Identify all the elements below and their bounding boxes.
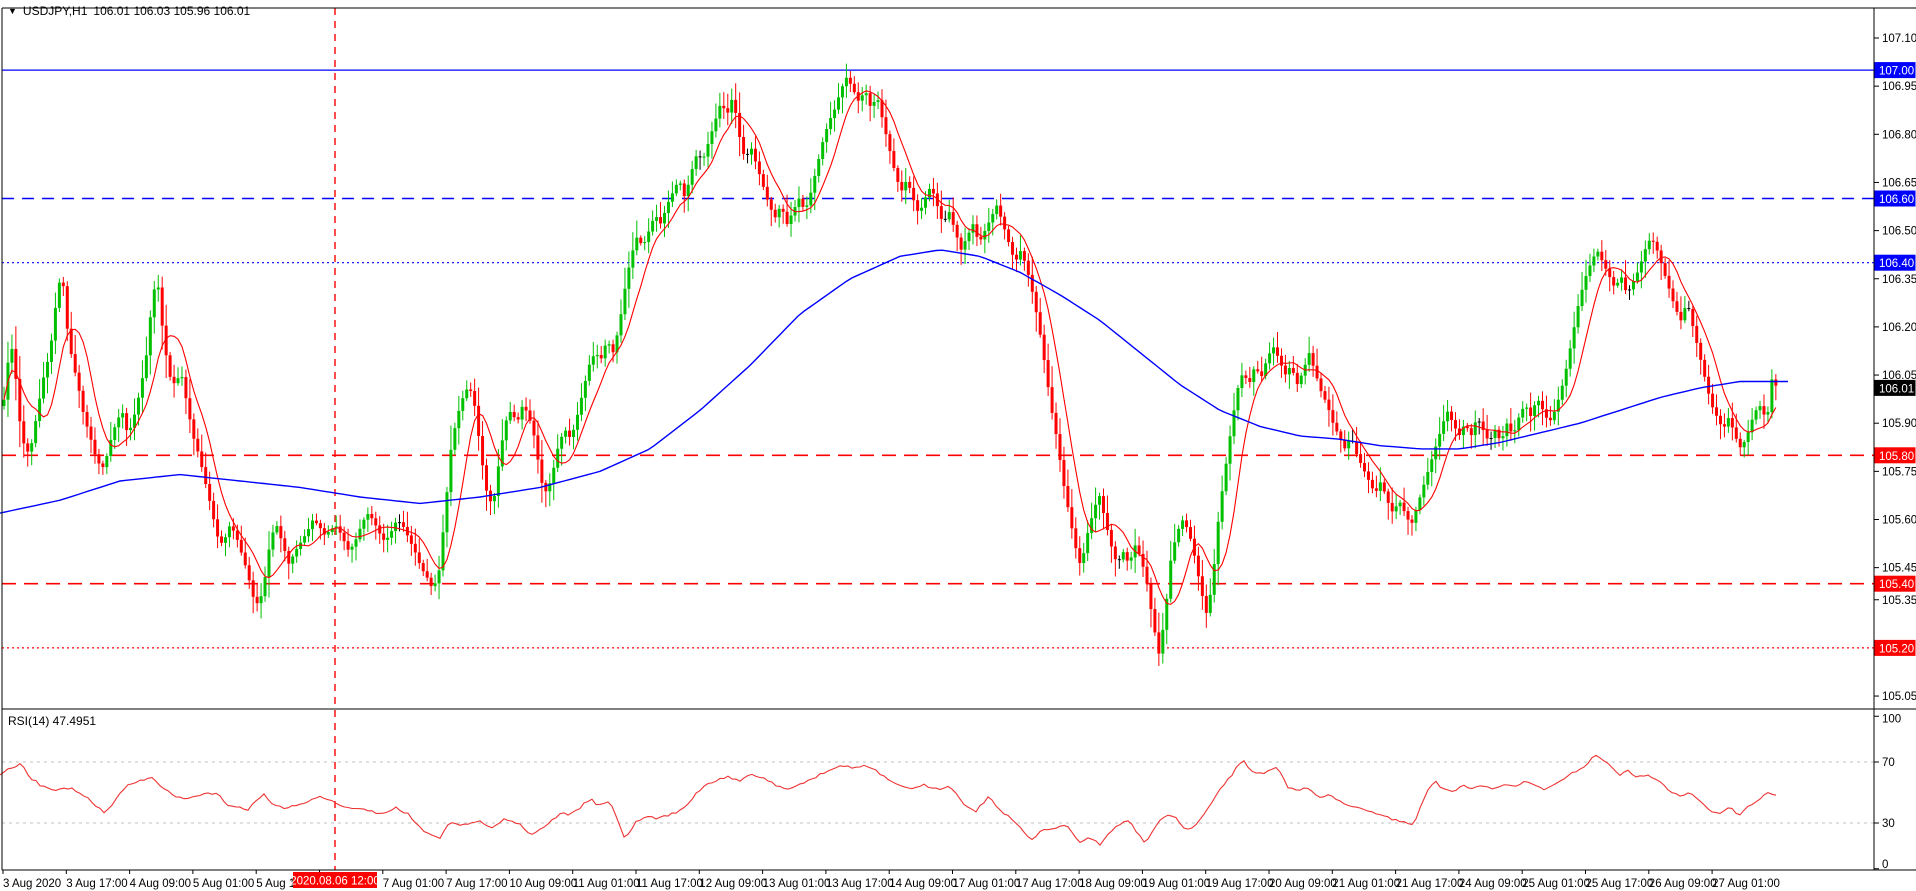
- price-badge: [1874, 254, 1916, 271]
- time-tick-label: 17 Aug 17:00: [1016, 878, 1084, 890]
- time-tick-label: 27 Aug 01:00: [1712, 878, 1780, 890]
- time-tick-label: 21 Aug 17:00: [1396, 878, 1464, 890]
- price-badge: [1874, 379, 1916, 396]
- time-axis[interactable]: 3 Aug 2020 3 Aug 17:00 4 Aug 09:00 5 Aug 01…: [2, 870, 1780, 890]
- svg-text:107.00: 107.00: [1879, 66, 1914, 78]
- time-tick-label: 13 Aug 01:00: [763, 878, 831, 890]
- price-tick-label: 105.05: [1882, 691, 1916, 703]
- time-tick-label: 13 Aug 17:00: [826, 878, 894, 890]
- time-tick-label: 7 Aug 01:00: [383, 878, 444, 890]
- price-tick-label: 106.80: [1882, 129, 1916, 141]
- fast-ma-line: [3, 90, 1777, 605]
- price-tick-label: 105.45: [1882, 563, 1916, 575]
- time-tick-label: 19 Aug 01:00: [1142, 878, 1210, 890]
- time-tick-label: 19 Aug 17:00: [1206, 878, 1274, 890]
- level-lines: [2, 69, 1874, 649]
- symbol-period-label: USDJPY,H1: [22, 4, 88, 18]
- price-badge: [1874, 639, 1916, 656]
- price-tick-label: 105.75: [1882, 466, 1916, 478]
- rsi-tick-label: 100: [1882, 713, 1901, 725]
- candles-layer: [2, 63, 1778, 667]
- svg-text:106.01: 106.01: [1879, 383, 1914, 395]
- price-tick-label: 106.50: [1882, 226, 1916, 238]
- time-tick-label: 18 Aug 09:00: [1079, 878, 1147, 890]
- price-badge: [1874, 447, 1916, 464]
- ohlc-values: 106.01 106.03 105.96 106.01: [93, 4, 251, 18]
- rsi-axis: 100 70 30 0: [1874, 713, 1901, 871]
- svg-text:106.60: 106.60: [1879, 194, 1914, 206]
- price-tick-label: 105.90: [1882, 418, 1916, 430]
- event-time-badge: [293, 872, 377, 888]
- svg-text:105.40: 105.40: [1879, 579, 1914, 591]
- price-tick-label: 106.35: [1882, 274, 1916, 286]
- price-tick-label: 106.20: [1882, 322, 1916, 334]
- rsi-tick-label: 70: [1882, 757, 1895, 769]
- slow-ma-line: [0, 249, 1788, 514]
- time-tick-label: 17 Aug 01:00: [953, 878, 1021, 890]
- time-tick-label: 26 Aug 09:00: [1649, 878, 1717, 890]
- time-tick-label: 25 Aug 17:00: [1586, 878, 1654, 890]
- svg-text:106.40: 106.40: [1879, 258, 1914, 270]
- time-tick-label: 11 Aug 17:00: [636, 878, 703, 890]
- rsi-panel: [0, 754, 1874, 846]
- rsi-tick-label: 0: [1882, 859, 1888, 871]
- price-tick-label: 106.95: [1882, 81, 1916, 93]
- time-tick-label: 7 Aug 17:00: [446, 878, 507, 890]
- price-badge: [1874, 62, 1916, 79]
- time-tick-label: 24 Aug 09:00: [1459, 878, 1527, 890]
- chart-title: ▼ USDJPY,H1 106.01 106.03 105.96 106.01: [8, 1, 250, 21]
- time-tick-label: 3 Aug 2020: [3, 878, 61, 890]
- svg-text:2020.08.06 12:00: 2020.08.06 12:00: [290, 876, 380, 888]
- rsi-tick-label: 30: [1882, 818, 1895, 830]
- price-tick-label: 106.65: [1882, 177, 1916, 189]
- time-tick-label: 4 Aug 09:00: [130, 878, 191, 890]
- price-tick-label: 105.35: [1882, 595, 1916, 607]
- time-tick-label: 14 Aug 09:00: [889, 878, 957, 890]
- svg-text:105.20: 105.20: [1879, 643, 1914, 655]
- panel-borders: [1, 7, 1916, 871]
- time-tick-label: 21 Aug 01:00: [1332, 878, 1400, 890]
- price-tick-label: 106.05: [1882, 370, 1916, 382]
- price-axis[interactable]: 107.10 106.95 106.80 106.65 106.50 106.35 106.…: [1874, 33, 1916, 703]
- price-badge: [1874, 190, 1916, 207]
- time-tick-label: 12 Aug 09:00: [699, 878, 767, 890]
- price-tick-label: 107.10: [1882, 33, 1916, 45]
- triangle-down-icon[interactable]: ▼: [8, 5, 17, 16]
- time-tick-label: 11 Aug 01:00: [573, 878, 640, 890]
- rsi-line: [0, 754, 1777, 846]
- time-tick-label: 20 Aug 09:00: [1269, 878, 1337, 890]
- price-badge: [1874, 575, 1916, 592]
- time-tick-label: 25 Aug 01:00: [1522, 878, 1590, 890]
- time-tick-label: 3 Aug 17:00: [66, 878, 127, 890]
- time-tick-label: 5 Aug 01:00: [193, 878, 254, 890]
- price-tick-label: 105.60: [1882, 515, 1916, 527]
- time-tick-label: 10 Aug 09:00: [509, 878, 577, 890]
- svg-text:105.80: 105.80: [1879, 451, 1914, 463]
- rsi-indicator-label: RSI(14) 47.4951: [8, 714, 97, 728]
